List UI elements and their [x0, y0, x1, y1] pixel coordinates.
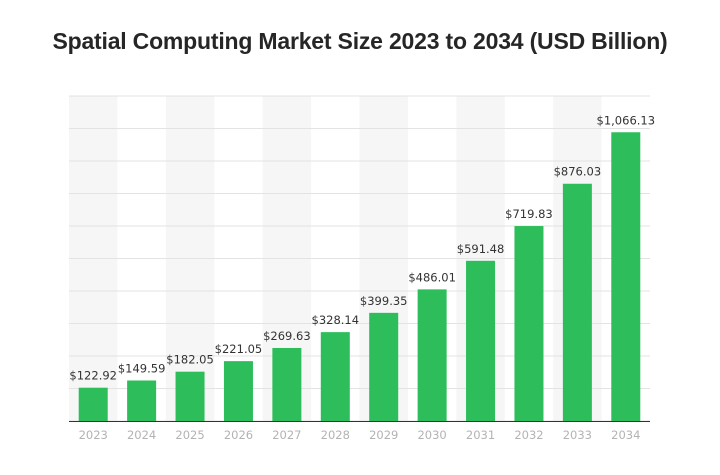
bar-2030 [417, 289, 447, 421]
x-tick-2027: 2027 [272, 428, 301, 442]
x-tick-2029: 2029 [369, 428, 398, 442]
x-tick-2026: 2026 [224, 428, 253, 442]
bar-2034 [611, 132, 641, 421]
bars [78, 132, 641, 421]
bar-2033 [562, 183, 592, 421]
bar-2029 [369, 312, 399, 421]
gridlines [69, 95, 650, 422]
data-label-2030: $486.01 [408, 270, 456, 284]
x-tick-2034: 2034 [611, 428, 640, 442]
data-label-2029: $399.35 [360, 294, 408, 308]
data-label-2024: $149.59 [118, 361, 166, 375]
bar-2026 [223, 361, 253, 421]
data-label-2026: $221.05 [215, 342, 263, 356]
x-tick-2032: 2032 [514, 428, 543, 442]
x-tick-2028: 2028 [321, 428, 350, 442]
bar-2028 [320, 332, 350, 421]
x-tick-2024: 2024 [127, 428, 156, 442]
data-label-2033: $876.03 [554, 165, 602, 179]
bar-2023 [78, 387, 108, 421]
data-labels: $122.92$149.59$182.05$221.05$269.63$328.… [69, 113, 655, 382]
data-label-2028: $328.14 [312, 313, 360, 327]
chart-title: Spatial Computing Market Size 2023 to 20… [52, 28, 668, 54]
x-tick-2033: 2033 [563, 428, 592, 442]
bar-2024 [127, 380, 157, 421]
data-label-2034: $1,066.13 [597, 113, 656, 127]
x-tick-2030: 2030 [417, 428, 446, 442]
x-tick-labels: 2023 2024 2025 2026 2027 2028 2029 2030 2031 2032… [79, 428, 641, 442]
data-label-2032: $719.83 [505, 207, 553, 221]
data-label-2031: $591.48 [457, 242, 505, 256]
data-label-2023: $122.92 [69, 369, 117, 383]
data-label-2027: $269.63 [263, 329, 311, 343]
bar-2032 [514, 226, 544, 421]
x-tick-2025: 2025 [175, 428, 204, 442]
x-tick-2023: 2023 [79, 428, 108, 442]
bar-2027 [272, 347, 302, 421]
x-tick-2031: 2031 [466, 428, 495, 442]
bar-2025 [175, 371, 205, 421]
bar-2031 [466, 260, 496, 421]
data-label-2025: $182.05 [166, 353, 214, 367]
